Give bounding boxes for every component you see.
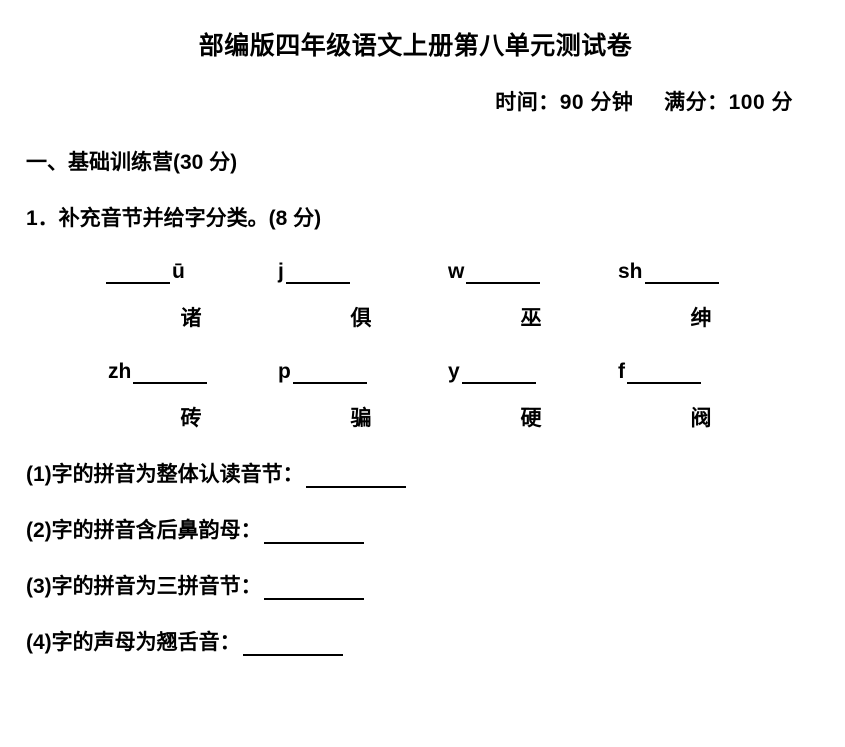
char-cell: 巫: [446, 302, 616, 332]
fill-blank[interactable]: [106, 264, 170, 284]
pinyin-given: p: [276, 360, 293, 384]
sub-question-text: (2)字的拼音含后鼻韵母：: [26, 514, 262, 544]
section-heading: 一、基础训练营(30 分): [26, 146, 805, 176]
fill-blank[interactable]: [286, 264, 350, 284]
pinyin-row: ū j w sh: [106, 260, 805, 284]
pinyin-given: y: [446, 360, 462, 384]
sub-question: (1)字的拼音为整体认读音节：: [26, 458, 805, 488]
char: 俱: [351, 302, 372, 332]
pinyin-given: w: [446, 260, 466, 284]
fill-blank[interactable]: [627, 364, 701, 384]
pinyin-row: zh p y f: [106, 360, 805, 384]
pinyin-cell: w: [446, 260, 616, 284]
fill-blank[interactable]: [466, 264, 540, 284]
char: 诸: [181, 302, 202, 332]
sub-question: (3)字的拼音为三拼音节：: [26, 570, 805, 600]
page-title: 部编版四年级语文上册第八单元测试卷: [26, 26, 805, 62]
char-row: 砖 骗 硬 阀: [106, 402, 805, 432]
fill-blank[interactable]: [645, 264, 719, 284]
pinyin-given: zh: [106, 360, 133, 384]
char: 阀: [691, 402, 712, 432]
char-cell: 硬: [446, 402, 616, 432]
time-label: 时间：: [495, 91, 560, 114]
pinyin-given: sh: [616, 260, 645, 284]
pinyin-given: j: [276, 260, 286, 284]
char-cell: 诸: [106, 302, 276, 332]
char-cell: 砖: [106, 402, 276, 432]
sub-question: (4)字的声母为翘舌音：: [26, 626, 805, 656]
char: 骗: [351, 402, 372, 432]
sub-question-text: (3)字的拼音为三拼音节：: [26, 570, 262, 600]
fill-blank[interactable]: [293, 364, 367, 384]
pinyin-given: ū: [170, 260, 187, 284]
sub-question-text: (1)字的拼音为整体认读音节：: [26, 458, 304, 488]
char-cell: 绅: [616, 302, 786, 332]
char: 硬: [521, 402, 542, 432]
pinyin-cell: p: [276, 360, 446, 384]
pinyin-cell: zh: [106, 360, 276, 384]
pinyin-cell: f: [616, 360, 786, 384]
char-cell: 阀: [616, 402, 786, 432]
score-label: 满分：: [664, 91, 729, 114]
time-value: 90 分钟: [560, 91, 634, 114]
fill-blank[interactable]: [306, 468, 406, 488]
char: 巫: [521, 302, 542, 332]
char-row: 诸 俱 巫 绅: [106, 302, 805, 332]
pinyin-cell: ū: [106, 260, 276, 284]
char: 砖: [181, 402, 202, 432]
pinyin-cell: y: [446, 360, 616, 384]
pinyin-cell: sh: [616, 260, 786, 284]
fill-blank[interactable]: [243, 636, 343, 656]
score-value: 100 分: [729, 91, 793, 114]
pinyin-given: f: [616, 360, 627, 384]
question-heading: 1．补充音节并给字分类。(8 分): [26, 202, 805, 232]
fill-blank[interactable]: [264, 580, 364, 600]
fill-blank[interactable]: [462, 364, 536, 384]
meta-line: 时间：90 分钟 满分：100 分: [26, 86, 793, 116]
fill-blank[interactable]: [133, 364, 207, 384]
exam-page: 部编版四年级语文上册第八单元测试卷 时间：90 分钟 满分：100 分 一、基础…: [0, 0, 845, 747]
fill-blank[interactable]: [264, 524, 364, 544]
char-cell: 俱: [276, 302, 446, 332]
pinyin-cell: j: [276, 260, 446, 284]
sub-question: (2)字的拼音含后鼻韵母：: [26, 514, 805, 544]
char-cell: 骗: [276, 402, 446, 432]
sub-question-text: (4)字的声母为翘舌音：: [26, 626, 241, 656]
char: 绅: [691, 302, 712, 332]
